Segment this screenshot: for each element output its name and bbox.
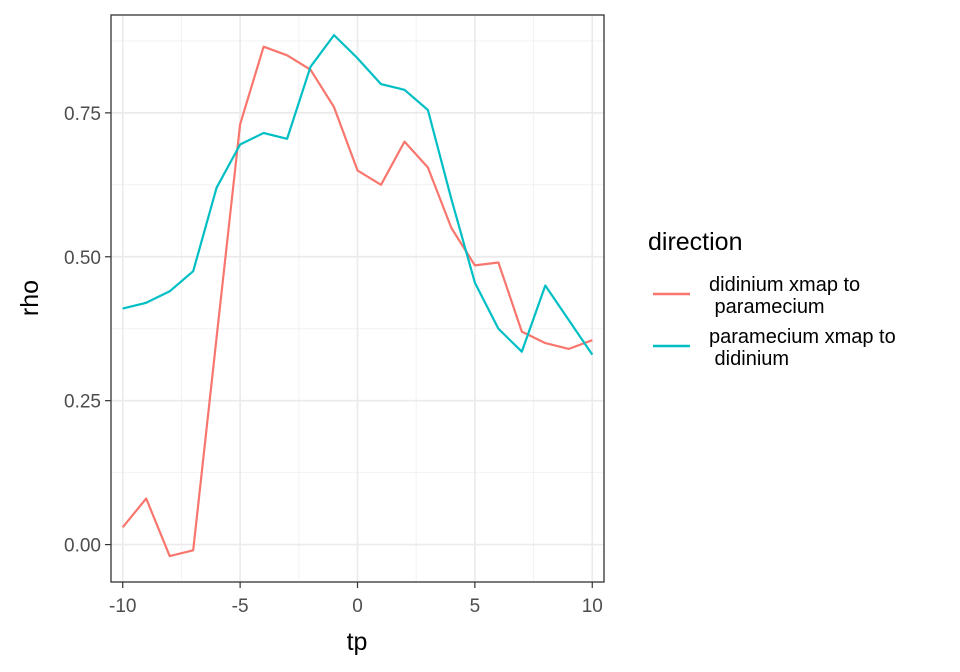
y-tick-label: 0.00	[64, 536, 101, 557]
series-line-2	[122, 33, 594, 356]
legend-title: direction	[648, 228, 743, 256]
y-tick-label: 0.75	[64, 104, 101, 125]
y-axis-title: rho	[16, 280, 44, 316]
legend-label-1: didinium xmap to paramecium	[709, 274, 860, 318]
x-tick-label: -10	[109, 596, 136, 617]
major-gridlines	[111, 15, 604, 582]
legend-items: didinium xmap to paramecium paramecium xm…	[653, 274, 896, 370]
y-tick-label: 0.25	[64, 392, 101, 413]
x-tick-label: -5	[232, 596, 249, 617]
x-tick-label: 5	[470, 596, 481, 617]
x-tick-label: 0	[352, 596, 363, 617]
x-tick-label: 10	[582, 596, 603, 617]
x-axis-title: tp	[347, 628, 368, 656]
x-axis-ticks: -10 -5 0 5 10	[109, 582, 603, 617]
legend: direction didinium xmap to paramecium par…	[648, 228, 896, 370]
series-lines	[121, 33, 594, 558]
y-tick-label: 0.50	[64, 248, 101, 269]
series-line-1	[121, 45, 593, 558]
y-axis-ticks: 0.00 0.25 0.50 0.75	[64, 104, 111, 557]
legend-label-2: paramecium xmap to didinium	[709, 326, 896, 370]
